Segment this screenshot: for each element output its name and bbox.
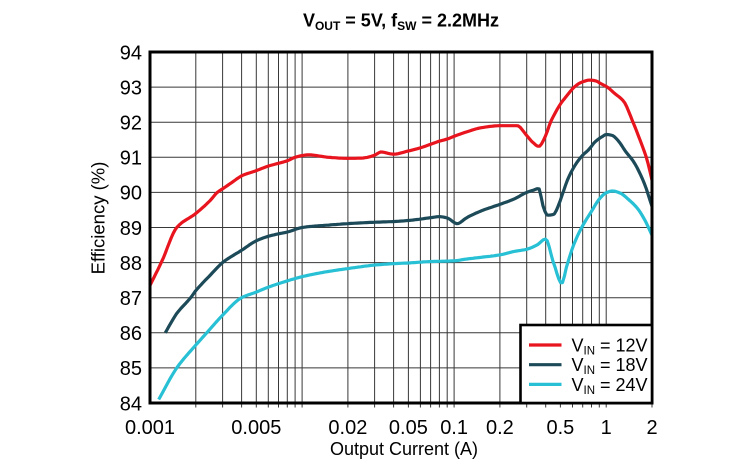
svg-text:0.005: 0.005: [231, 417, 281, 439]
svg-text:0.001: 0.001: [125, 417, 175, 439]
svg-text:93: 93: [120, 77, 142, 99]
svg-text:Efficiency (%): Efficiency (%): [88, 162, 109, 275]
svg-text:0.05: 0.05: [389, 417, 428, 439]
svg-text:VIN = 12V: VIN = 12V: [572, 335, 648, 357]
svg-text:Output Current (A): Output Current (A): [330, 439, 478, 459]
svg-text:85: 85: [120, 358, 142, 380]
svg-text:92: 92: [120, 113, 142, 135]
svg-text:0.1: 0.1: [440, 417, 468, 439]
svg-text:89: 89: [120, 218, 142, 240]
svg-text:87: 87: [120, 288, 142, 310]
svg-text:94: 94: [120, 42, 142, 64]
svg-text:VIN = 24V: VIN = 24V: [572, 375, 648, 397]
svg-text:91: 91: [120, 148, 142, 170]
svg-text:86: 86: [120, 323, 142, 345]
svg-text:88: 88: [120, 253, 142, 275]
svg-text:2: 2: [646, 417, 657, 439]
svg-text:84: 84: [120, 393, 142, 415]
svg-text:1: 1: [601, 417, 612, 439]
svg-text:90: 90: [120, 183, 142, 205]
svg-text:0.5: 0.5: [546, 417, 574, 439]
svg-text:0.2: 0.2: [486, 417, 514, 439]
svg-text:VIN = 18V: VIN = 18V: [572, 355, 648, 377]
svg-text:0.02: 0.02: [328, 417, 367, 439]
svg-text:VOUT = 5V, fSW = 2.2MHz: VOUT = 5V, fSW = 2.2MHz: [303, 10, 499, 33]
